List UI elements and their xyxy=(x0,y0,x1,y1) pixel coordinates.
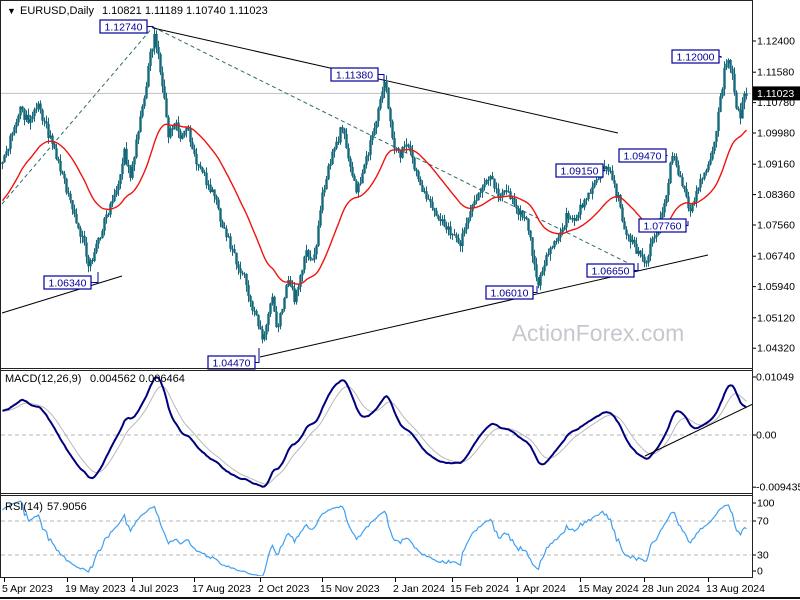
rsi-indicator-label: RSI(14) xyxy=(5,501,43,513)
price-annotation-label: 1.09150 xyxy=(561,166,599,178)
price-annotation-box xyxy=(671,49,720,64)
price-axis-label: 1.09980 xyxy=(757,128,795,140)
price-annotation-label: 1.11380 xyxy=(336,70,373,82)
annotation-connector xyxy=(603,170,606,171)
date-label: 28 Jun 2024 xyxy=(642,583,700,595)
annotation-connector xyxy=(91,272,99,283)
current-price-badge xyxy=(752,86,800,101)
date-label: 1 Apr 2024 xyxy=(515,583,566,595)
price-axis-label: 1.05940 xyxy=(757,281,795,293)
macd-indicator-label: MACD(12,26,9) xyxy=(5,373,81,385)
price-annotation-label: 1.09470 xyxy=(624,151,662,163)
date-label: 15 Nov 2023 xyxy=(320,583,380,595)
price-axis-label: 1.12400 xyxy=(757,36,795,48)
rsi-axis-label: 100 xyxy=(757,498,775,510)
price-axis-label: 1.06740 xyxy=(757,251,795,263)
macd-axis-label: -0.009435 xyxy=(756,482,800,494)
watermark-text: ActionForex.com xyxy=(512,320,685,346)
date-label: 19 May 2023 xyxy=(65,583,126,595)
trendline xyxy=(1,275,123,314)
price-annotation-label: 1.06340 xyxy=(49,278,87,290)
symbol-dropdown-icon[interactable]: ▼ xyxy=(7,6,16,16)
rsi-axis-label: 70 xyxy=(757,516,769,528)
price-annotation-box xyxy=(586,263,635,278)
annotation-connector xyxy=(378,74,385,82)
macd-axis-label: 0.01049 xyxy=(756,372,794,384)
annotation-connector xyxy=(686,221,689,226)
annotation-connector xyxy=(147,26,154,28)
symbol-title: EURUSD,Daily xyxy=(20,5,94,17)
price-annotation-box xyxy=(618,148,667,163)
date-label: 4 Jul 2023 xyxy=(130,583,179,595)
trendline xyxy=(152,27,619,134)
rsi-indicator-value: 57.9056 xyxy=(47,501,87,513)
price-annotation-box xyxy=(99,19,148,34)
chart-render-layer: 1.12740 1.11380 1.12000 1.09470 1.09150 1.077… xyxy=(1,19,752,576)
current-price-label: 1.11023 xyxy=(757,88,794,100)
price-annotation-label: 1.07760 xyxy=(644,221,682,233)
price-annotation-label: 1.12740 xyxy=(105,22,143,34)
price-axis-label: 1.04320 xyxy=(757,343,795,355)
date-label: 15 May 2024 xyxy=(578,583,639,595)
price-annotation-label: 1.06010 xyxy=(491,288,529,300)
ohlc-values: 1.10821 1.11189 1.10740 1.11023 xyxy=(102,5,268,17)
price-annotation-box xyxy=(330,67,379,82)
price-axis-label: 1.08360 xyxy=(757,189,795,201)
annotation-connector xyxy=(634,263,639,271)
macd-axis-label: 0.00 xyxy=(756,430,777,442)
price-annotation-label: 1.06650 xyxy=(592,266,630,278)
price-annotation-label: 1.04470 xyxy=(213,358,251,370)
candle-bodies xyxy=(1,34,748,340)
chart-frame xyxy=(0,0,753,578)
price-annotation-box xyxy=(43,275,92,290)
moving-average-line xyxy=(1,123,748,285)
rsi-axis-label: 0 xyxy=(757,566,763,578)
price-axis-label: 1.05120 xyxy=(757,312,795,324)
date-label: 2 Oct 2023 xyxy=(258,583,310,595)
price-annotation-box xyxy=(638,218,687,233)
price-annotation-box xyxy=(485,285,534,300)
annotation-connector xyxy=(255,348,260,363)
date-label: 2 Jan 2024 xyxy=(393,583,445,595)
rsi-axis-label: 30 xyxy=(757,550,769,562)
price-axis-label: 1.07560 xyxy=(757,220,795,232)
dashed-trendline xyxy=(1,26,154,205)
date-label: 13 Aug 2024 xyxy=(706,583,765,595)
macd-indicator-values: 0.004562 0.006464 xyxy=(90,373,185,385)
price-axis-label: 1.11580 xyxy=(757,67,794,79)
date-label: 17 Aug 2023 xyxy=(192,583,251,595)
rsi-line xyxy=(2,500,747,576)
annotation-connector xyxy=(533,286,538,293)
price-annotation-label: 1.12000 xyxy=(677,52,715,64)
annotation-connector xyxy=(719,56,722,58)
date-label: 15 Feb 2024 xyxy=(450,583,509,595)
macd-trendline xyxy=(644,403,752,457)
price-axis-label: 1.09160 xyxy=(757,159,795,171)
macd-line xyxy=(2,376,748,488)
price-annotation-box xyxy=(555,163,604,178)
date-label: 5 Apr 2023 xyxy=(2,583,53,595)
